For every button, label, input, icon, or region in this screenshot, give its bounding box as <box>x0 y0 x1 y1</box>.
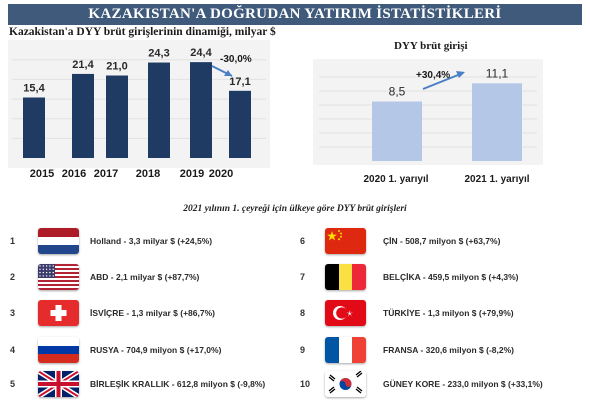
x-tick-label: 2021 1. yarıyıl <box>464 174 530 185</box>
country-stat-label: RUSYA - 704,9 milyon $ (+17,0%) <box>90 345 222 355</box>
change-annotation: +30,4% <box>416 70 450 81</box>
growth-arrow <box>422 72 464 90</box>
country-section-subtitle: 2021 yılının 1. çeyreği için ülkeye göre… <box>183 204 407 214</box>
bar-2018 <box>148 62 170 158</box>
country-rank: 5 <box>10 379 16 389</box>
bar-value-label: 15,4 <box>23 83 45 95</box>
bar-2015 <box>23 97 45 158</box>
bar-period-1 <box>372 101 422 161</box>
country-stat-label: BİRLEŞİK KRALLIK - 612,8 milyon $ (-9,8%… <box>90 379 266 389</box>
bar-value-label: 21,4 <box>72 59 94 71</box>
south-korea-flag-icon <box>325 371 366 397</box>
country-rank: 10 <box>300 379 311 389</box>
country-rank: 7 <box>300 272 306 282</box>
x-tick-label: 2017 <box>93 168 119 180</box>
change-annotation: -30,0% <box>220 54 252 65</box>
bar-period-2 <box>472 83 522 161</box>
arrow-head <box>224 70 232 76</box>
turkey-flag-icon <box>325 300 366 326</box>
country-stat-label: BELÇİKA - 459,5 milyon $ (+4,3%) <box>383 272 519 282</box>
x-tick-label: 2019 <box>179 168 205 180</box>
bar-value-label: 17,1 <box>229 76 250 88</box>
x-tick-label: 2020 1. yarıyıl <box>363 174 429 185</box>
country-rank: 8 <box>300 308 306 318</box>
page-title: KAZAKISTAN'A DOĞRUDAN YATIRIM İSTATİSTİK… <box>8 4 582 25</box>
country-stat-label: İSVİÇRE - 1,3 milyar $ (+86,7%) <box>90 308 215 318</box>
bar-2019 <box>190 62 212 159</box>
country-stat-label: FRANSA - 320,6 milyon $ (-8,2%) <box>383 345 514 355</box>
country-rank: 6 <box>300 236 306 246</box>
france-flag-icon <box>325 337 366 363</box>
x-tick-label: 2016 <box>61 168 87 180</box>
bar-value-label: 24,4 <box>190 47 212 59</box>
country-rank: 1 <box>10 236 16 246</box>
country-rank: 4 <box>10 345 16 355</box>
arrow-head <box>456 71 465 78</box>
x-tick-label: 2015 <box>29 168 55 180</box>
russia-flag-icon <box>38 337 79 363</box>
belgium-flag-icon <box>325 264 366 290</box>
country-stat-label: GÜNEY KORE - 233,0 milyon $ (+33,1%) <box>383 379 543 389</box>
country-stat-label: ÇİN - 508,7 milyon $ (+63,7%) <box>383 236 501 246</box>
x-tick-label: 2018 <box>135 168 161 180</box>
bar-value-label: 21,0 <box>106 61 127 73</box>
bar-2017 <box>106 75 128 158</box>
uk-flag-icon <box>38 371 79 397</box>
china-flag-icon <box>325 228 366 254</box>
bar-value-label: 11,1 <box>486 66 509 80</box>
country-rank: 2 <box>10 272 16 282</box>
country-stat-label: ABD - 2,1 milyar $ (+87,7%) <box>90 272 200 282</box>
country-rank: 3 <box>10 308 16 318</box>
x-tick-label: 2020 <box>208 168 234 180</box>
country-rank: 9 <box>300 345 306 355</box>
netherlands-flag-icon <box>38 228 79 254</box>
country-stat-label: Holland - 3,3 milyar $ (+24,5%) <box>90 236 213 246</box>
bar-2016 <box>72 73 94 158</box>
left-chart-title: Kazakistan'a DYY brüt girişlerinin dinam… <box>9 26 276 38</box>
usa-flag-icon <box>38 264 79 290</box>
right-bar-chart: 8,5 11,1 +30,4% <box>319 66 537 161</box>
bar-value-label: 8,5 <box>389 85 406 99</box>
bar-2020 <box>229 90 251 158</box>
right-chart-title: DYY brüt girişi <box>394 40 468 52</box>
right-chart-panel: 8,5 11,1 +30,4% <box>313 59 543 165</box>
left-bar-chart: 15,4 21,4 21,0 24,3 24,4 17,1 -30,0% <box>12 47 266 159</box>
country-stat-label: TÜRKİYE - 1,3 milyon $ (+79,9%) <box>383 308 514 318</box>
left-chart-panel: 15,4 21,4 21,0 24,3 24,4 17,1 -30,0% <box>8 40 270 168</box>
bar-value-label: 24,3 <box>148 48 169 60</box>
switzerland-flag-icon <box>38 300 79 326</box>
